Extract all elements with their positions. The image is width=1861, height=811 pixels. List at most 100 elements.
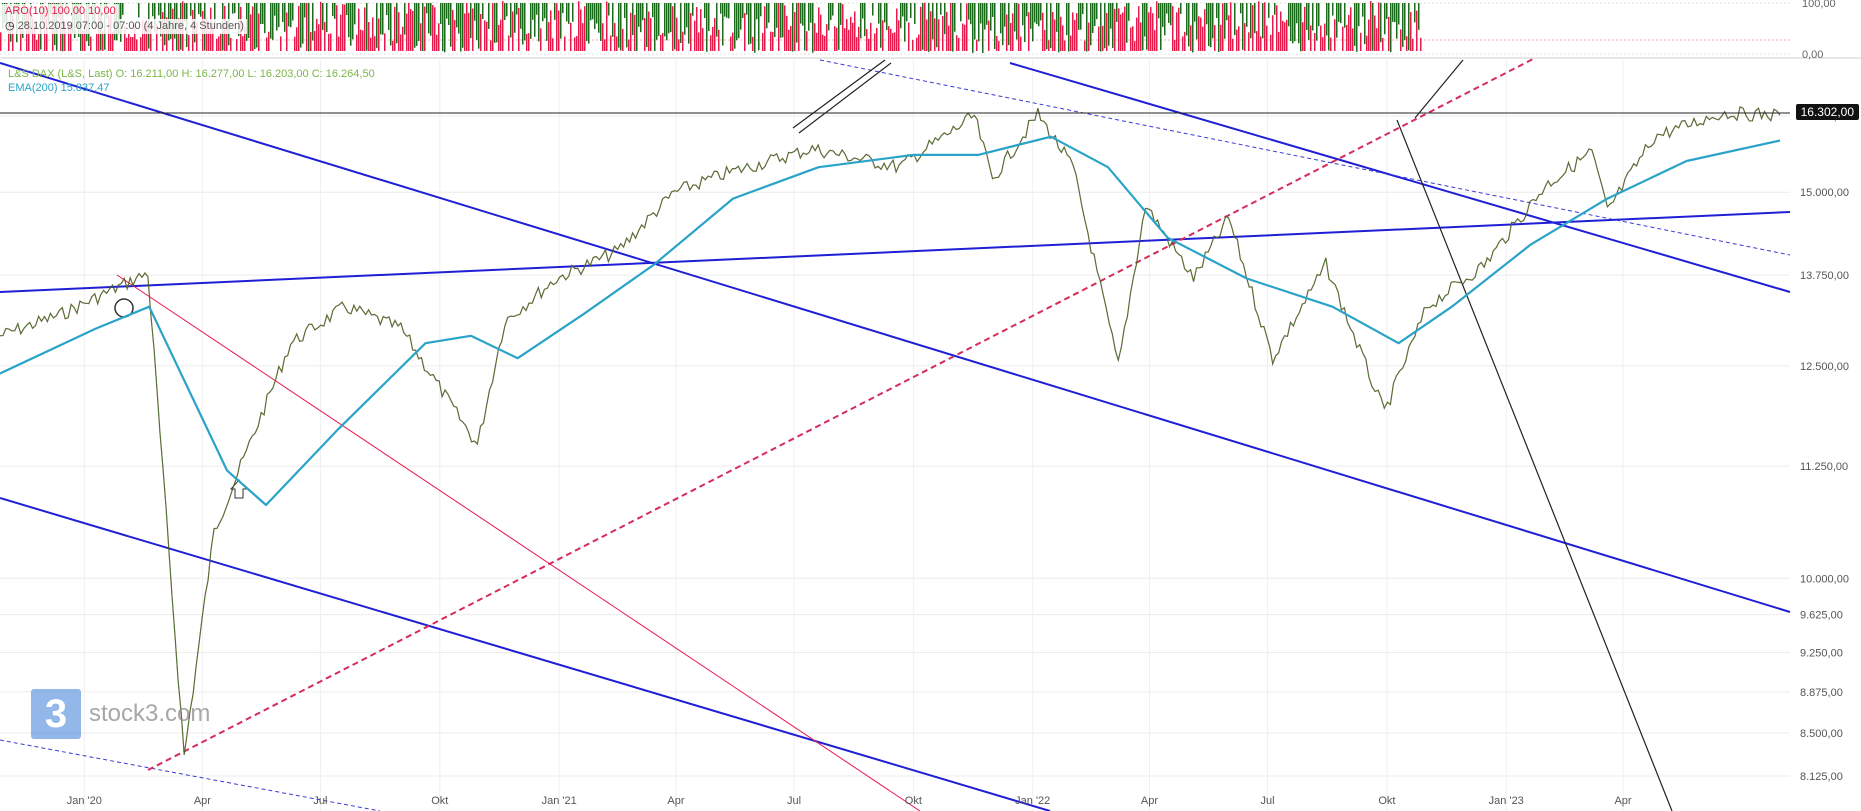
- aroon-bar: [736, 3, 738, 41]
- aroon-bar: [370, 37, 372, 51]
- x-tick-label: Okt: [1378, 795, 1395, 807]
- aroon-bar: [1100, 3, 1102, 52]
- aroon-bar: [908, 22, 910, 51]
- aroon-bar: [958, 37, 960, 51]
- aroon-bar: [516, 3, 518, 15]
- aroon-bar: [1232, 38, 1234, 51]
- aroon-bar: [140, 37, 142, 51]
- aroon-bar: [1160, 3, 1162, 50]
- aroon-bar: [1172, 6, 1174, 51]
- aroon-bar: [118, 3, 120, 35]
- aroon-bar: [1058, 3, 1060, 53]
- aroon-bar: [326, 3, 328, 33]
- aroon-bar: [616, 36, 618, 51]
- aroon-bar: [470, 3, 472, 39]
- aroon-bar: [826, 24, 828, 51]
- trend-line-upper-blue: [0, 62, 1791, 613]
- aroon-bar: [1278, 31, 1280, 51]
- aroon-bar: [1156, 1, 1158, 51]
- aroon-bar: [626, 3, 628, 48]
- aroon-bar: [1146, 3, 1148, 50]
- aroon-bar: [936, 3, 938, 48]
- aroon-bar: [488, 3, 490, 29]
- aroon-bar: [382, 3, 384, 35]
- aroon-bar: [406, 13, 408, 52]
- x-tick-label: Jul: [787, 795, 801, 807]
- aroon-bar: [834, 26, 836, 51]
- aroon-bar: [266, 37, 268, 51]
- aroon-bar: [614, 23, 616, 51]
- aroon-bar: [142, 20, 144, 51]
- aroon-bar: [1134, 40, 1136, 51]
- aroon-bar: [742, 3, 744, 19]
- aroon-bar: [236, 39, 238, 51]
- trend-line-lower-blue: [0, 497, 1051, 811]
- aroon-bar: [640, 3, 642, 33]
- aroon-bar: [792, 3, 794, 52]
- aroon-bar: [448, 3, 450, 26]
- aroon-bar: [1212, 3, 1214, 39]
- aroon-bar: [340, 14, 342, 51]
- aroon-bar: [606, 1, 608, 52]
- legend-ema: EMA(200) 15.837,47: [8, 82, 110, 94]
- aroon-bar: [644, 18, 646, 51]
- aroon-bar: [838, 3, 840, 50]
- aroon-bar: [166, 17, 168, 51]
- aroon-bar: [552, 38, 554, 51]
- aroon-bar: [842, 4, 844, 51]
- aroon-bar: [1016, 3, 1018, 40]
- trendlines[interactable]: [0, 57, 1791, 811]
- aroon-bar: [1230, 2, 1232, 51]
- aroon-bar: [1414, 3, 1416, 23]
- aroon-bar: [524, 3, 526, 41]
- aroon-bar: [1222, 3, 1224, 51]
- trend-line-dotted-lower: [0, 739, 381, 811]
- aroon-bar: [232, 3, 234, 14]
- aroon-bar: [220, 32, 222, 51]
- aroon-bar: [1176, 12, 1178, 52]
- x-tick-label: Jul: [1261, 795, 1275, 807]
- aroon-bar: [1144, 3, 1146, 37]
- aroon-bar: [858, 26, 860, 51]
- aroon-bar: [136, 39, 138, 51]
- aroon-bar: [90, 36, 92, 51]
- aroon-bar: [512, 11, 514, 51]
- aroon-bar: [478, 3, 480, 49]
- aroon-bar: [926, 19, 928, 51]
- aroon-bar: [1174, 39, 1176, 51]
- aroon-bar: [342, 4, 344, 51]
- aroon-bar: [1072, 12, 1074, 51]
- aroon-bar: [1224, 3, 1226, 39]
- time-range: 28.10.2019 07:00 - 07:00 (4 Jahre, 4 Stu…: [17, 20, 244, 32]
- aroon-bar: [756, 3, 758, 20]
- aroon-bar: [504, 3, 506, 21]
- aroon-bar: [912, 40, 914, 51]
- aroon-bar: [712, 26, 714, 51]
- aroon-bar: [1364, 3, 1366, 45]
- aroon-bar: [1262, 3, 1264, 39]
- aroon-bar: [536, 3, 538, 15]
- aroon-bar: [184, 3, 186, 22]
- aroon-bar: [124, 26, 126, 51]
- aroon-bar: [1122, 12, 1124, 52]
- aroon-bar: [1260, 36, 1262, 51]
- y-tick-label: 9.250,00: [1800, 648, 1843, 660]
- aroon-bar: [922, 3, 924, 50]
- aroon-bar: [1138, 6, 1140, 52]
- series-line-shadow: [0, 105, 1781, 755]
- aroon-bar: [996, 35, 998, 51]
- aroon-bar: [300, 3, 302, 48]
- aroon-bar: [312, 3, 314, 41]
- aroon-bar: [544, 3, 546, 19]
- aroon-bar: [1110, 3, 1112, 29]
- aroon-bar: [144, 23, 146, 51]
- aroon-bar: [1216, 3, 1218, 19]
- aroon-bar: [1234, 3, 1236, 36]
- aroon-bar: [1284, 22, 1286, 51]
- aroon-bar: [500, 19, 502, 51]
- aroon-bar: [358, 8, 360, 52]
- aroon-bar: [522, 3, 524, 45]
- logo-text: stock3.com: [89, 700, 211, 727]
- aroon-bar: [1040, 3, 1042, 21]
